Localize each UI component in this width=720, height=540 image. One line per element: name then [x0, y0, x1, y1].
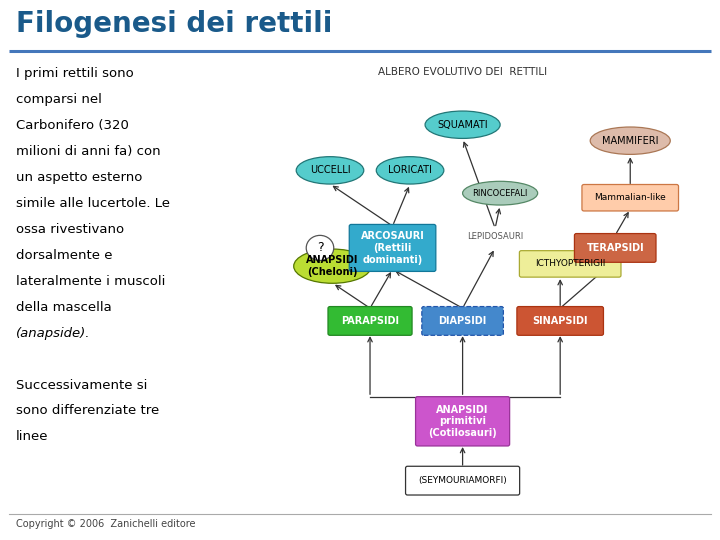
- Text: un aspetto esterno: un aspetto esterno: [16, 171, 143, 184]
- Text: Carbonifero (320: Carbonifero (320: [16, 119, 129, 132]
- Text: LORICATI: LORICATI: [388, 165, 432, 176]
- Text: ALBERO EVOLUTIVO DEI  RETTILI: ALBERO EVOLUTIVO DEI RETTILI: [378, 68, 547, 77]
- Text: UCCELLI: UCCELLI: [310, 165, 351, 176]
- Text: ANAPSIDI
(Cheloni): ANAPSIDI (Cheloni): [306, 255, 359, 277]
- Text: (anapside).: (anapside).: [16, 327, 90, 340]
- Text: DIAPSIDI: DIAPSIDI: [438, 316, 487, 326]
- Text: SINAPSIDI: SINAPSIDI: [532, 316, 588, 326]
- Text: TERAPSIDI: TERAPSIDI: [586, 243, 644, 253]
- Text: PARAPSIDI: PARAPSIDI: [341, 316, 399, 326]
- FancyBboxPatch shape: [405, 466, 520, 495]
- Ellipse shape: [590, 127, 670, 154]
- Text: della mascella: della mascella: [16, 301, 112, 314]
- Text: linee: linee: [16, 430, 48, 443]
- Text: Copyright © 2006  Zanichelli editore: Copyright © 2006 Zanichelli editore: [16, 519, 195, 529]
- Ellipse shape: [425, 111, 500, 138]
- FancyBboxPatch shape: [517, 307, 603, 335]
- Text: sono differenziate tre: sono differenziate tre: [16, 404, 159, 417]
- Text: comparsi nel: comparsi nel: [16, 93, 102, 106]
- Text: Filogenesi dei rettili: Filogenesi dei rettili: [16, 10, 332, 38]
- Text: I primi rettili sono: I primi rettili sono: [16, 68, 134, 80]
- FancyBboxPatch shape: [328, 307, 412, 335]
- Text: Successivamente si: Successivamente si: [16, 379, 147, 392]
- Ellipse shape: [462, 181, 538, 205]
- Text: SQUAMATI: SQUAMATI: [437, 120, 488, 130]
- Text: ?: ?: [317, 241, 323, 254]
- Text: lateralmente i muscoli: lateralmente i muscoli: [16, 275, 165, 288]
- Text: ARCOSAURI
(Rettili
dominanti): ARCOSAURI (Rettili dominanti): [361, 231, 424, 265]
- Ellipse shape: [377, 157, 444, 184]
- Text: dorsalmente e: dorsalmente e: [16, 249, 112, 262]
- Text: Mammalian-like: Mammalian-like: [594, 193, 666, 202]
- FancyBboxPatch shape: [349, 225, 436, 272]
- Text: milioni di anni fa) con: milioni di anni fa) con: [16, 145, 161, 158]
- Ellipse shape: [294, 249, 372, 284]
- FancyBboxPatch shape: [422, 307, 503, 335]
- Text: MAMMIFERI: MAMMIFERI: [602, 136, 659, 146]
- FancyBboxPatch shape: [415, 397, 510, 446]
- Text: simile alle lucertole. Le: simile alle lucertole. Le: [16, 197, 170, 210]
- FancyBboxPatch shape: [519, 251, 621, 277]
- Text: ANAPSIDI
primitivi
(Cotilosauri): ANAPSIDI primitivi (Cotilosauri): [428, 404, 497, 438]
- Text: ossa rivestivano: ossa rivestivano: [16, 223, 124, 236]
- Text: RINCOCEFALI: RINCOCEFALI: [472, 188, 528, 198]
- Text: ICTHYOPTERIGII: ICTHYOPTERIGII: [535, 259, 606, 268]
- Text: (SEYMOURIAMORFI): (SEYMOURIAMORFI): [418, 476, 507, 485]
- FancyBboxPatch shape: [575, 234, 656, 262]
- FancyBboxPatch shape: [582, 185, 678, 211]
- Circle shape: [306, 235, 334, 260]
- Ellipse shape: [296, 157, 364, 184]
- Text: LEPIDOSAURI: LEPIDOSAURI: [467, 232, 523, 241]
